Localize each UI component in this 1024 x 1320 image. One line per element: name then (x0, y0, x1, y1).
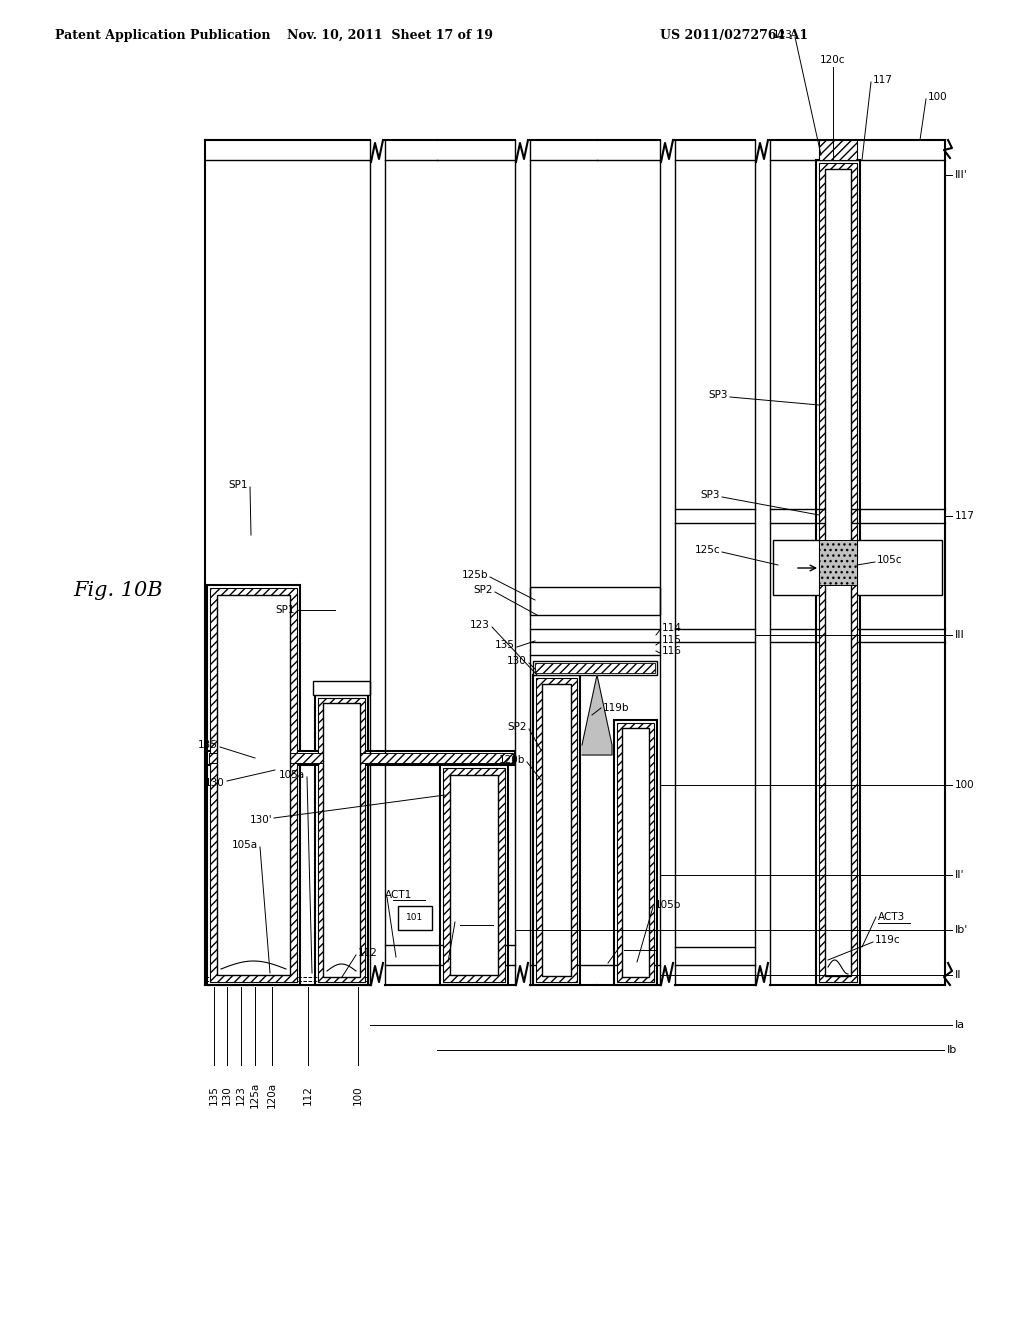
Text: 125b: 125b (462, 570, 488, 579)
Bar (535, 663, 655, 673)
Bar (819, 162, 857, 982)
Text: US 2011/0272764 A1: US 2011/0272764 A1 (660, 29, 808, 41)
Text: 101: 101 (407, 913, 424, 923)
Text: ACT3: ACT3 (878, 912, 905, 921)
Text: Fig. 10B: Fig. 10B (73, 581, 163, 599)
Bar (534, 661, 657, 675)
Text: 117: 117 (955, 511, 975, 521)
Text: 100: 100 (955, 780, 975, 789)
Text: 135: 135 (496, 640, 515, 649)
Text: 130': 130' (250, 814, 272, 825)
Text: Ia: Ia (955, 1020, 966, 1030)
Bar (542, 684, 571, 975)
Bar (440, 766, 508, 985)
Polygon shape (582, 675, 612, 755)
Bar (816, 160, 860, 985)
Text: III': III' (955, 170, 968, 180)
Bar (313, 681, 370, 696)
Text: 135: 135 (198, 741, 218, 750)
Bar (622, 729, 649, 977)
Text: 123: 123 (773, 30, 793, 40)
Text: SP3: SP3 (700, 490, 720, 500)
Text: Nov. 10, 2011  Sheet 17 of 19: Nov. 10, 2011 Sheet 17 of 19 (287, 29, 493, 41)
Text: 120b: 120b (499, 755, 525, 766)
Text: 123: 123 (470, 620, 490, 630)
Bar (323, 704, 360, 977)
Bar (534, 675, 580, 985)
Text: 115: 115 (662, 635, 682, 645)
Bar (450, 775, 498, 975)
Text: 130: 130 (507, 656, 527, 667)
Text: 125c: 125c (694, 545, 720, 554)
Bar (455, 891, 489, 915)
Bar (825, 169, 851, 975)
Bar (207, 585, 300, 985)
Bar (315, 696, 368, 985)
Bar (819, 540, 857, 585)
Text: SP1: SP1 (275, 605, 295, 615)
Text: 120c: 120c (820, 55, 846, 65)
Text: ACT2: ACT2 (624, 940, 651, 950)
Text: 101: 101 (464, 899, 480, 908)
Text: Patent Application Publication: Patent Application Publication (55, 29, 270, 41)
Bar (398, 906, 432, 931)
Text: 119b: 119b (603, 704, 630, 713)
Text: Ib': Ib' (955, 925, 969, 935)
Bar (217, 595, 290, 975)
Bar (443, 768, 505, 982)
Bar (209, 752, 513, 763)
Text: 130: 130 (222, 1085, 232, 1105)
Bar (207, 751, 515, 766)
Text: 100: 100 (353, 1085, 362, 1105)
Text: SP2: SP2 (508, 722, 527, 733)
Text: SP2: SP2 (473, 585, 493, 595)
Text: 125a: 125a (250, 1082, 260, 1107)
Text: 105a: 105a (279, 770, 305, 780)
Text: 112: 112 (358, 948, 378, 958)
Text: SP1: SP1 (228, 480, 248, 490)
Text: 105b: 105b (655, 900, 681, 909)
Text: ACT1: ACT1 (385, 890, 413, 900)
Text: SP3: SP3 (709, 389, 728, 400)
Text: 105a: 105a (231, 840, 258, 850)
Text: 119c: 119c (874, 935, 901, 945)
Text: II': II' (955, 870, 965, 880)
Text: 116: 116 (662, 645, 682, 656)
Text: ACT1: ACT1 (455, 915, 481, 925)
Bar (617, 723, 654, 982)
Text: 105c: 105c (877, 554, 902, 565)
Text: 117: 117 (873, 75, 893, 84)
Bar (773, 540, 942, 595)
Text: 120a: 120a (267, 1082, 278, 1107)
Text: II: II (955, 970, 962, 979)
Text: 112: 112 (303, 1085, 313, 1105)
Bar (318, 698, 365, 982)
Bar (819, 140, 857, 160)
Bar (210, 587, 297, 982)
Text: Ib: Ib (947, 1045, 957, 1055)
Text: 130: 130 (205, 777, 225, 788)
Bar (530, 587, 660, 615)
Text: 123: 123 (236, 1085, 246, 1105)
Text: 100: 100 (928, 92, 947, 102)
Text: 135: 135 (209, 1085, 219, 1105)
Text: 114: 114 (662, 623, 682, 634)
Bar (536, 678, 577, 982)
Bar (614, 719, 657, 985)
Text: III: III (955, 630, 965, 640)
